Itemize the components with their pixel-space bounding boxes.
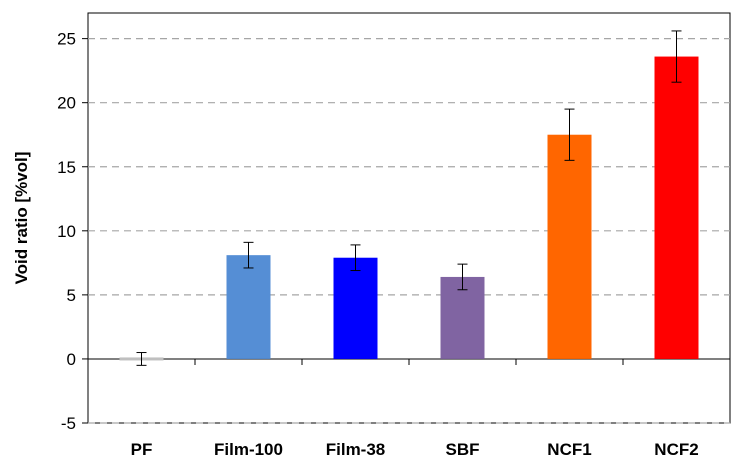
y-tick-label: 15 [57,158,76,177]
category-label: SBF [446,440,480,459]
bar-film-38 [333,257,378,359]
category-label: PF [131,440,153,459]
y-tick-label: 25 [57,30,76,49]
y-tick-label: 0 [67,350,76,369]
category-label: NCF1 [547,440,591,459]
y-axis-title: Void ratio [%vol] [12,152,31,285]
category-label: NCF2 [654,440,698,459]
error-bars [136,30,682,366]
bar-sbf [440,276,485,359]
plot-area [87,12,731,424]
bar-ncf2 [654,56,699,359]
category-label: Film-38 [326,440,386,459]
x-axis [88,358,730,365]
category-labels: PF Film-100 Film-38 SBF NCF1 NCF2 [131,440,699,459]
y-tick-label: 5 [67,286,76,305]
y-tick-label: -5 [61,414,76,433]
category-label: Film-100 [214,440,283,459]
y-tick-label: 10 [57,222,76,241]
bar-ncf1 [547,134,592,359]
y-tick-label: 20 [57,94,76,113]
bar-film-100 [226,255,271,359]
y-axis: -5 0 5 10 15 20 25 [57,30,88,433]
bar-series [119,56,699,361]
